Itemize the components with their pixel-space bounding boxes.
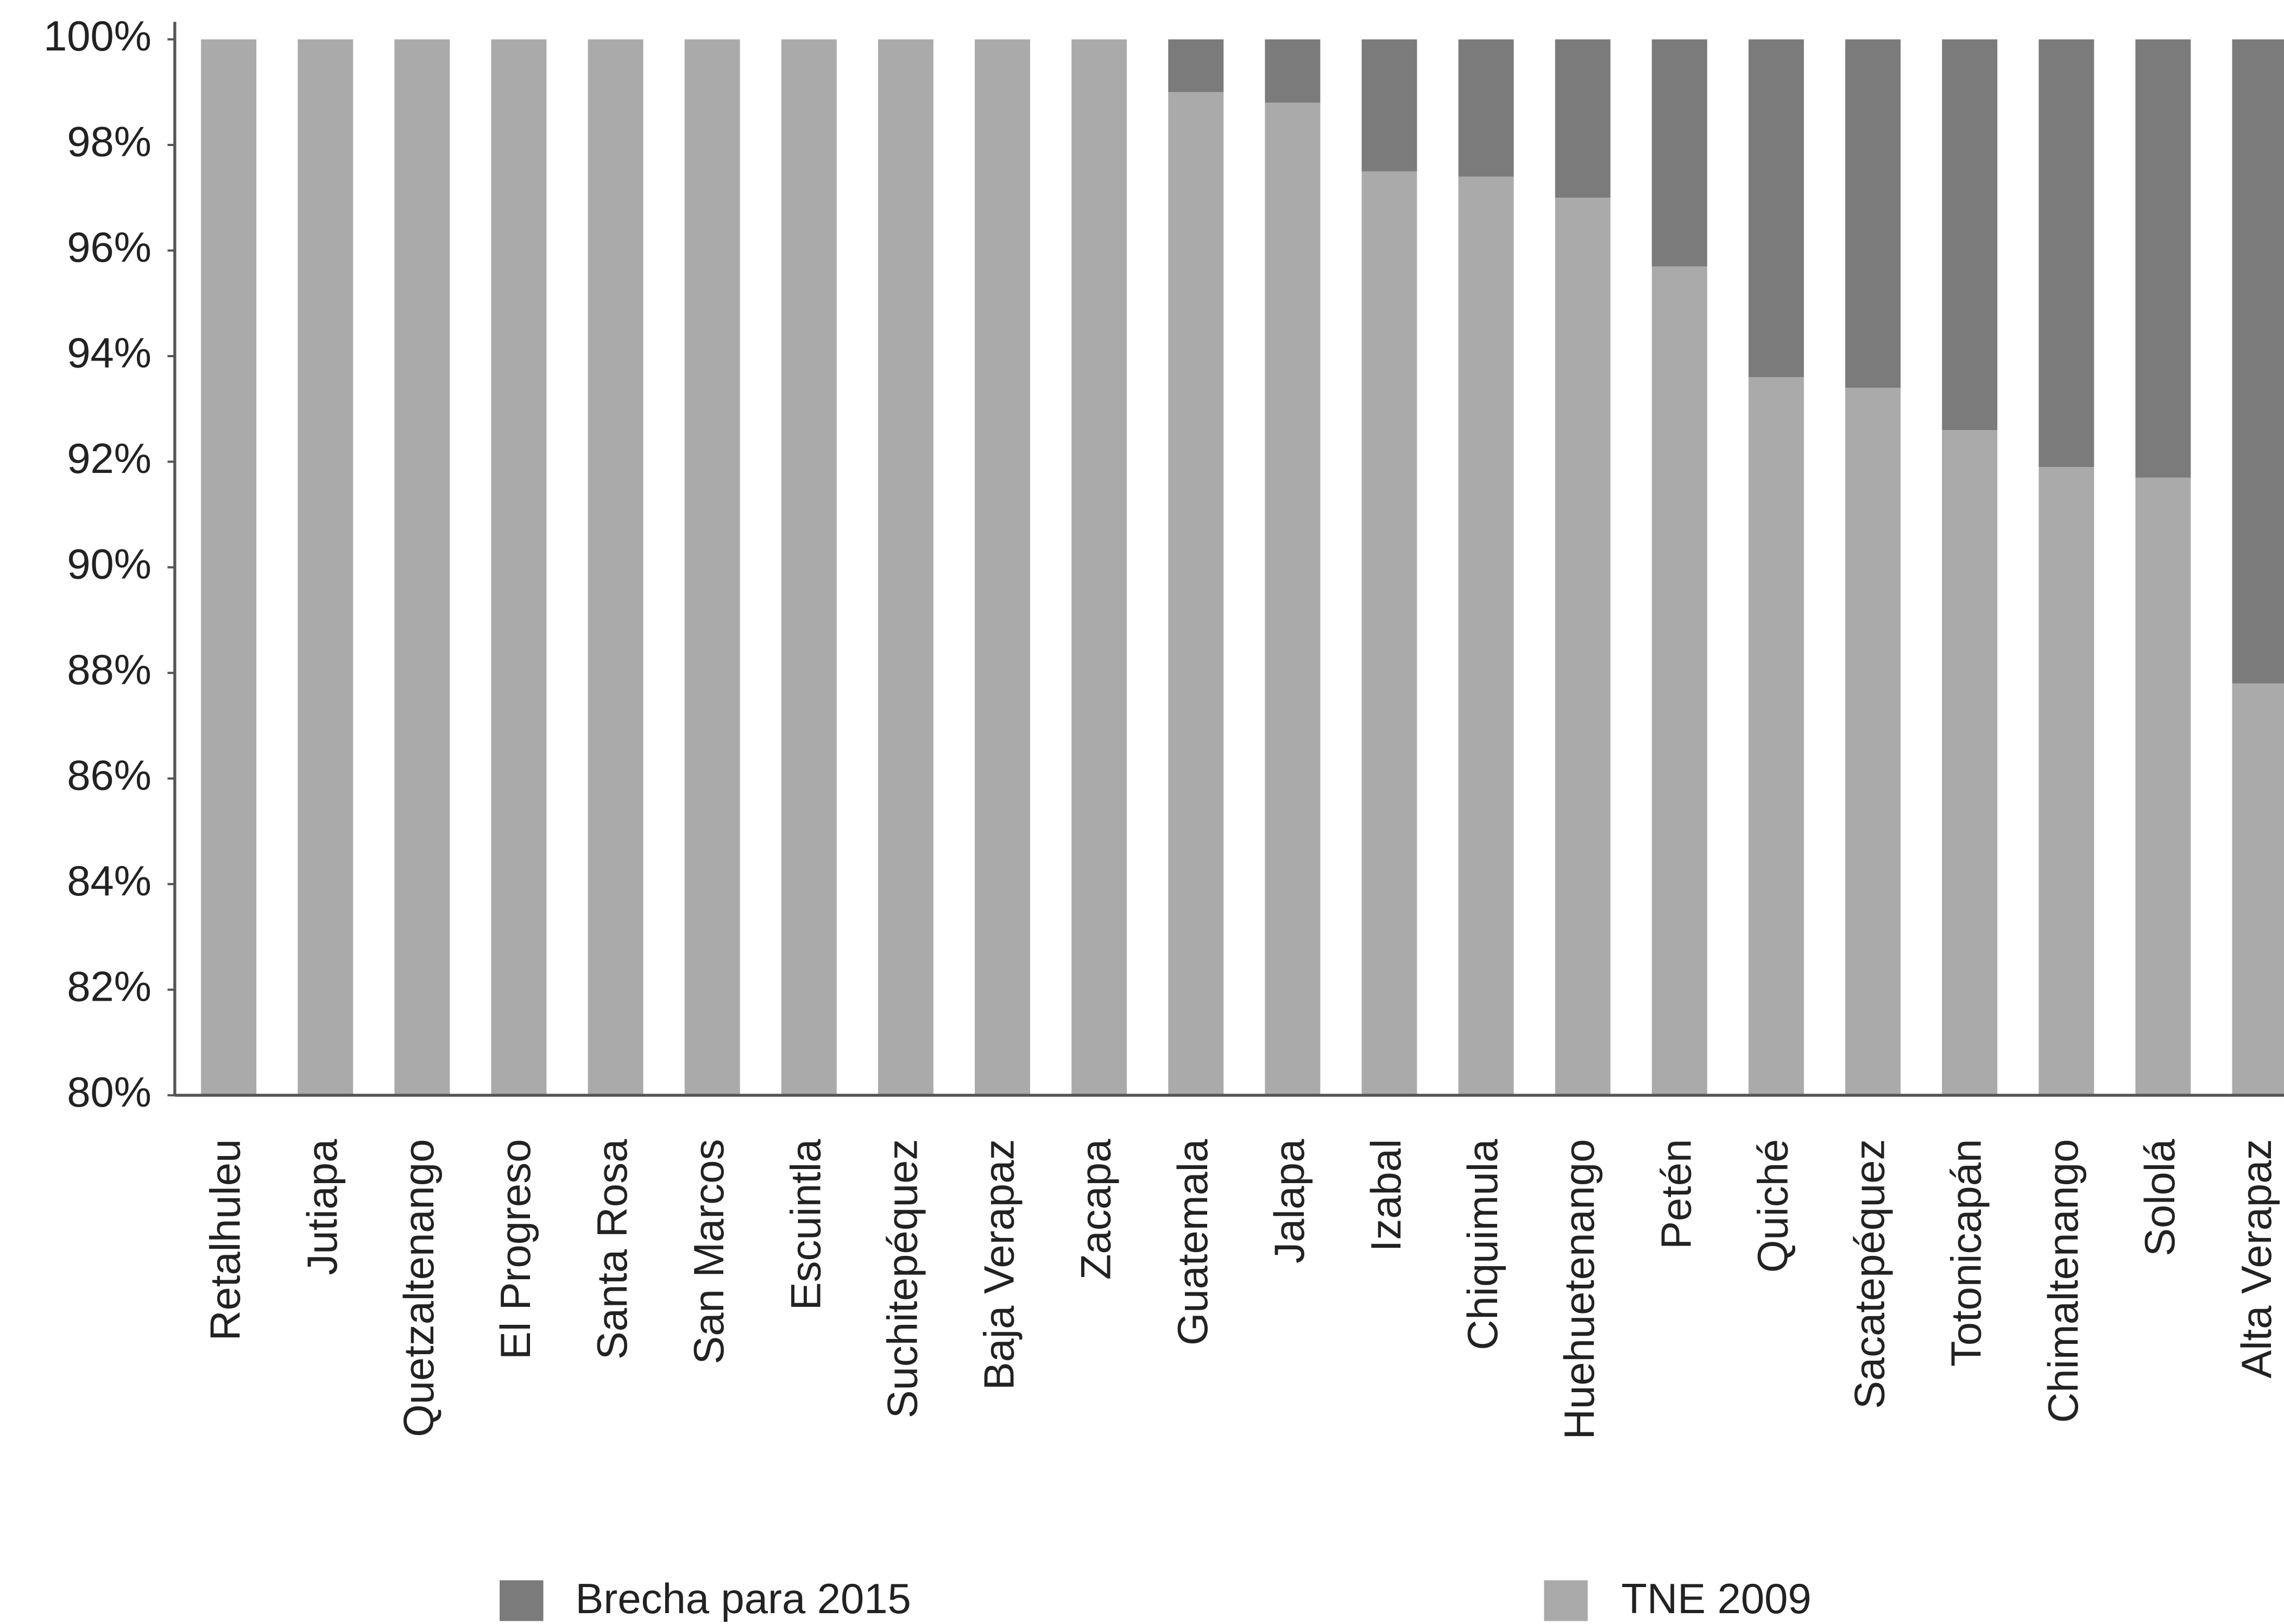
bar-segment	[878, 39, 933, 1096]
x-tick-label: Chimaltenango	[2040, 1139, 2087, 1423]
x-tick-label: San Marcos	[686, 1139, 733, 1364]
x-tick-label: Totonicapán	[1944, 1139, 1990, 1367]
bar-segment	[1458, 176, 1514, 1096]
x-tick-label: Chiquimula	[1460, 1139, 1506, 1350]
y-tick-label: 96%	[67, 224, 152, 271]
bar-segment	[298, 39, 354, 1096]
bar-segment	[491, 39, 547, 1096]
x-tick-label: Quetzaltenango	[396, 1139, 443, 1437]
x-tick-label: Alta Verapaz	[2233, 1139, 2280, 1379]
y-tick-label: 98%	[67, 119, 152, 166]
y-tick-label: 100%	[43, 13, 152, 60]
y-tick-label: 88%	[67, 647, 152, 693]
y-tick-label: 82%	[67, 963, 152, 1010]
x-tick-label: Guatemala	[1170, 1139, 1216, 1345]
bar-segment	[684, 39, 740, 1096]
x-tick-label: Sacatepéquez	[1847, 1139, 1894, 1409]
bar-segment	[1168, 39, 1224, 92]
bar-segment	[1651, 266, 1707, 1096]
y-tick-label: 94%	[67, 330, 152, 376]
bar-segment	[1168, 92, 1224, 1096]
x-tick-label: Quiché	[1750, 1139, 1796, 1273]
bar-segment	[1748, 377, 1804, 1096]
bar-segment	[2232, 683, 2284, 1096]
bar-segment	[588, 39, 643, 1096]
x-tick-label: Izabal	[1363, 1139, 1410, 1252]
bar-segment	[1265, 103, 1321, 1096]
bar-segment	[1942, 39, 1998, 431]
x-tick-label: Huehuetenango	[1556, 1139, 1603, 1440]
legend-swatch	[500, 1580, 544, 1621]
legend-swatch	[1544, 1580, 1588, 1621]
legend-label: Brecha para 2015	[576, 1576, 911, 1622]
x-tick-label: Baja Verapaz	[976, 1139, 1023, 1391]
bar-segment	[2135, 39, 2191, 478]
bar-segment	[1361, 39, 1417, 172]
bar-segment	[2039, 467, 2094, 1096]
bar-segment	[781, 39, 837, 1096]
x-tick-label: Jutiapa	[299, 1139, 346, 1275]
bar-segment	[2039, 39, 2094, 467]
bar-segment	[1555, 39, 1611, 198]
bar-segment	[1458, 39, 1514, 177]
bar-segment	[1265, 39, 1321, 103]
y-tick-label: 86%	[67, 752, 152, 799]
x-tick-label: Retalhuleu	[203, 1139, 249, 1341]
x-tick-label: Escuintla	[783, 1139, 829, 1310]
bar-segment	[1748, 39, 1804, 377]
x-tick-label: Zacapa	[1073, 1139, 1120, 1280]
y-tick-label: 80%	[67, 1069, 152, 1116]
x-tick-label: Sololá	[2137, 1139, 2184, 1256]
x-tick-label: El Progreso	[493, 1139, 539, 1360]
x-tick-label: Suchitepéquez	[879, 1139, 926, 1419]
bar-segment	[1942, 430, 1998, 1096]
bar-segment	[1555, 198, 1611, 1096]
bar-segment	[2135, 477, 2191, 1096]
x-tick-label: Jalapa	[1266, 1139, 1313, 1263]
y-tick-label: 84%	[67, 858, 152, 905]
bar-segment	[1651, 39, 1707, 267]
bar-segment	[1845, 388, 1901, 1096]
bar-segment	[1361, 171, 1417, 1096]
y-tick-label: 92%	[67, 435, 152, 482]
bar-segment	[1071, 39, 1127, 1096]
y-tick-label: 90%	[67, 541, 152, 587]
bar-segment	[1845, 39, 1901, 388]
bar-segment	[394, 39, 450, 1096]
x-tick-label: Santa Rosa	[589, 1139, 636, 1360]
bar-segment	[975, 39, 1030, 1096]
bar-segment	[2232, 39, 2284, 684]
bar-segment	[201, 39, 257, 1096]
x-tick-label: Petén	[1653, 1139, 1700, 1249]
legend-label: TNE 2009	[1621, 1576, 1812, 1622]
